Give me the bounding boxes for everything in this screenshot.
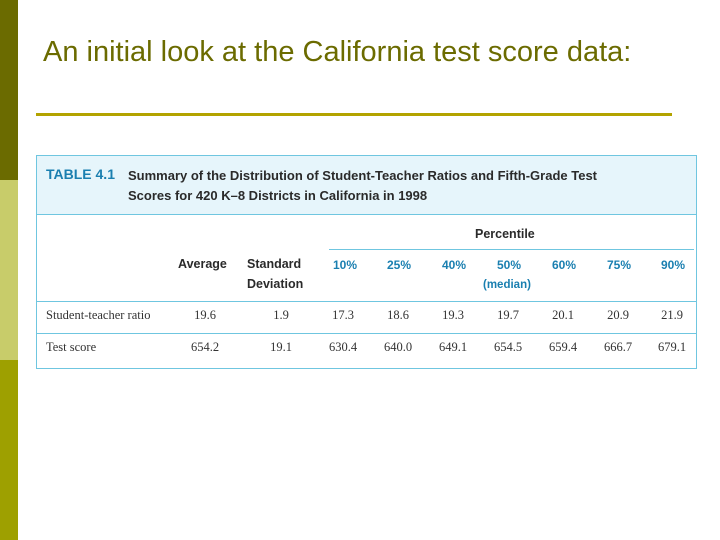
pct-75-header: 75% bbox=[606, 258, 632, 272]
side-band-top bbox=[0, 0, 18, 180]
row-pct-60: 659.4 bbox=[548, 340, 578, 354]
average-header: Average bbox=[178, 257, 227, 271]
pct-90-header: 90% bbox=[660, 258, 686, 272]
row-average: 19.6 bbox=[194, 308, 216, 322]
row-label: Test score bbox=[46, 340, 97, 354]
title-underline bbox=[36, 113, 672, 116]
table-label: TABLE 4.1 bbox=[46, 166, 115, 182]
row-pct-25: 18.6 bbox=[387, 308, 409, 322]
row-pct-75: 20.9 bbox=[607, 308, 629, 322]
row-average: 654.2 bbox=[190, 340, 220, 354]
row-divider bbox=[37, 333, 696, 334]
row-std: 19.1 bbox=[270, 340, 292, 354]
row-pct-10: 17.3 bbox=[332, 308, 354, 322]
pct-60-header: 60% bbox=[551, 258, 577, 272]
summary-table: TABLE 4.1 Summary of the Distribution of… bbox=[36, 155, 697, 369]
slide-title: An initial look at the California test s… bbox=[43, 36, 632, 68]
percentile-header: Percentile bbox=[475, 227, 535, 241]
table-header-band: TABLE 4.1 Summary of the Distribution of… bbox=[37, 156, 696, 215]
percentile-rule bbox=[329, 249, 694, 250]
side-band-middle bbox=[0, 180, 18, 360]
row-label: Student-teacher ratio bbox=[46, 308, 151, 322]
row-pct-60: 20.1 bbox=[552, 308, 574, 322]
row-pct-40: 649.1 bbox=[438, 340, 468, 354]
row-pct-50: 654.5 bbox=[493, 340, 523, 354]
side-band-bottom bbox=[0, 360, 18, 540]
std-header-line1: Standard bbox=[247, 257, 302, 271]
row-pct-90: 679.1 bbox=[657, 340, 687, 354]
row-pct-50: 19.7 bbox=[497, 308, 519, 322]
row-pct-90: 21.9 bbox=[661, 308, 683, 322]
row-pct-25: 640.0 bbox=[383, 340, 413, 354]
row-pct-75: 666.7 bbox=[603, 340, 633, 354]
pct-40-header: 40% bbox=[441, 258, 467, 272]
pct-50-header: 50% bbox=[496, 258, 522, 272]
pct-25-header: 25% bbox=[386, 258, 412, 272]
row-pct-10: 630.4 bbox=[328, 340, 358, 354]
table-caption: Summary of the Distribution of Student-T… bbox=[128, 168, 597, 203]
std-header-line2: Deviation bbox=[247, 277, 304, 291]
row-std: 1.9 bbox=[273, 308, 289, 322]
median-note: (median) bbox=[483, 279, 531, 291]
row-pct-40: 19.3 bbox=[442, 308, 464, 322]
pct-10-header: 10% bbox=[332, 258, 358, 272]
header-divider bbox=[37, 301, 696, 302]
